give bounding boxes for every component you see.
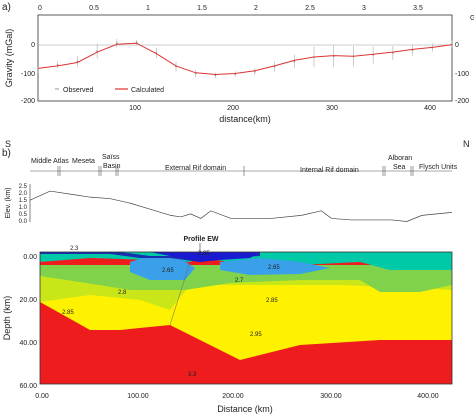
elevation-series — [29, 190, 453, 222]
density-label: 2.95 — [250, 332, 262, 338]
fault-line — [169, 261, 191, 326]
dist-tick: 300.00 — [320, 393, 342, 400]
depth-tick: 60.00 — [19, 383, 37, 390]
panel-a-letter: a) — [2, 2, 11, 13]
top-tick: 3.5 — [413, 5, 423, 12]
layer-sediment-235 — [150, 252, 260, 262]
left-tick: 0 — [31, 42, 35, 49]
top-tick: 0.5 — [89, 5, 99, 12]
calculated-line — [37, 42, 453, 76]
north-label: N — [463, 139, 470, 149]
bottom-tick: 100 — [129, 105, 141, 112]
gravity-plot-frame — [37, 14, 453, 102]
right-tick: -100 — [455, 71, 469, 78]
distance-axis: 0.00 100.00 200.00 300.00 400.00 — [35, 393, 439, 400]
density-label: 3.3 — [188, 372, 197, 378]
density-label: 2.85 — [266, 298, 278, 304]
density-frame — [39, 251, 453, 385]
top-tick: 2.5 — [305, 5, 315, 12]
depth-tick: 20.00 — [19, 297, 37, 304]
bottom-tick: 300 — [326, 105, 338, 112]
elev-tick: 1.5 — [19, 198, 28, 204]
density-label: 2.65 — [162, 268, 174, 274]
top-tick: 1 — [146, 5, 150, 12]
profile-title: Profile EW — [183, 236, 218, 243]
right-axis: 0 -100 -200 G — [455, 15, 474, 105]
depth-label: Depth (km) — [2, 296, 12, 341]
domain-alboran: Alboran — [388, 155, 412, 162]
elev-tick: 0.5 — [19, 212, 28, 218]
density-label: 2.3 — [70, 246, 79, 252]
elev-tick: 1.0 — [19, 205, 28, 211]
elev-tick: 0.0 — [19, 219, 28, 225]
elev-label: Elev. (km) — [5, 188, 12, 219]
layer-lower-crust — [40, 284, 452, 360]
elev-tick: 2.0 — [19, 191, 28, 197]
bottom-tick: 400 — [424, 105, 436, 112]
density-model — [39, 251, 453, 385]
dist-tick: 200.00 — [222, 393, 244, 400]
depth-tick: 40.00 — [19, 340, 37, 347]
top-axis: 0 0.5 1 1.5 2 2.5 3 3.5 — [38, 5, 423, 12]
top-tick: 1.5 — [197, 5, 207, 12]
layer-sediment-265-east — [220, 258, 330, 275]
gravity-series — [37, 39, 453, 78]
south-label: S — [5, 139, 11, 149]
bottom-tick: 200 — [227, 105, 239, 112]
legend-observed-label: Observed — [63, 87, 93, 94]
gravity-ylabel: Gravity (mGal) — [4, 29, 14, 88]
domain-bar — [30, 166, 452, 176]
left-axis: 0 -100 -200 — [21, 42, 35, 105]
dist-tick: 100.00 — [127, 393, 149, 400]
gravity-xlabel: distance(km) — [219, 114, 271, 124]
top-tick: 3 — [362, 5, 366, 12]
density-label: 2.85 — [62, 310, 74, 316]
panel-b-letter: b) — [2, 148, 11, 159]
density-label: 2.35 — [198, 251, 210, 257]
domain-internal-rif: Internal Rif domain — [300, 167, 359, 174]
right-tick: 0 — [455, 42, 459, 49]
observed-point — [37, 69, 39, 71]
density-label: 2.8 — [118, 290, 127, 296]
elevation-line — [29, 190, 453, 222]
elevation-axis: 2.5 2.0 1.5 1.0 0.5 0.0 — [19, 184, 31, 225]
gravity-legend: Observed Calculated — [55, 87, 164, 94]
domain-flysch-units: Flysch Units — [419, 164, 458, 171]
domain-basin: Basin — [103, 163, 121, 170]
density-label: 2.65 — [268, 265, 280, 271]
elev-tick: 2.5 — [19, 184, 28, 190]
domain-middle-atlas: Middle Atlas — [31, 158, 69, 165]
domain-meseta: Meseta — [72, 158, 95, 165]
domain-sea: Sea — [393, 164, 406, 171]
observed-point — [115, 42, 118, 45]
dist-tick: 400.00 — [417, 393, 439, 400]
right-unit-fragment: G — [470, 15, 474, 22]
legend-calculated-label: Calculated — [131, 87, 164, 94]
top-tick: 0 — [38, 5, 42, 12]
left-tick: -200 — [21, 98, 35, 105]
left-tick: -100 — [21, 71, 35, 78]
depth-tick: 0.00 — [23, 254, 37, 261]
distance-label: Distance (km) — [217, 404, 273, 414]
layer-sediment-265 — [130, 256, 195, 280]
observed-point — [253, 70, 256, 73]
domain-external-rif: External Rif domain — [165, 165, 226, 172]
right-tick: -200 — [455, 98, 469, 105]
dist-tick: 0.00 — [35, 393, 49, 400]
top-tick: 2 — [254, 5, 258, 12]
bottom-axis: 100 200 300 400 — [129, 105, 436, 112]
domain-saiss: Saïss — [102, 154, 120, 161]
depth-axis: 0.00 20.00 40.00 60.00 — [19, 254, 37, 390]
density-label: 2.7 — [235, 278, 244, 284]
